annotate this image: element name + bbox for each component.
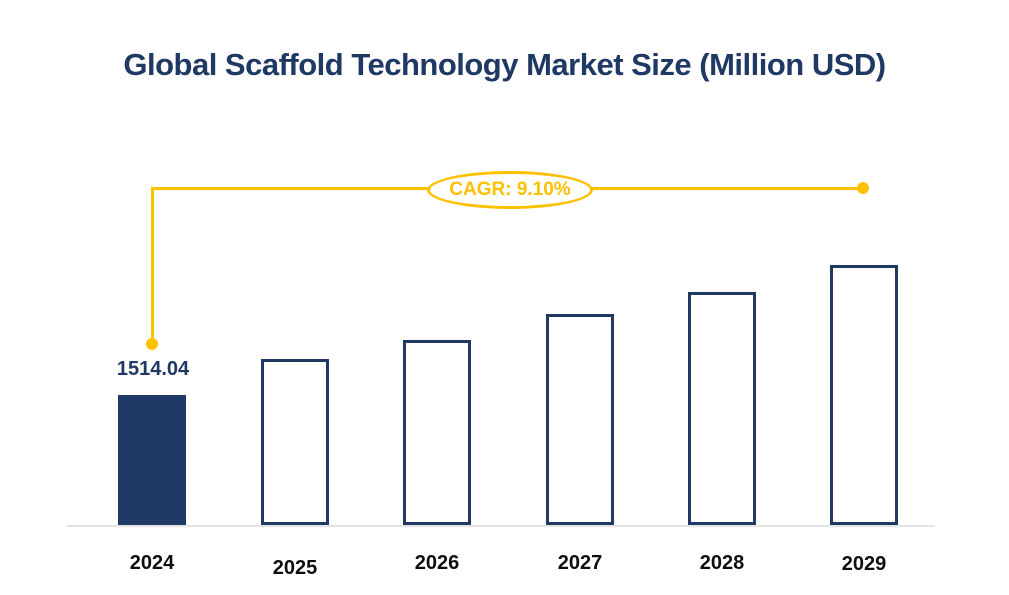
bar-2027 <box>546 314 614 525</box>
bar-2028 <box>688 292 756 525</box>
bar-2026 <box>403 340 471 525</box>
chart-title: Global Scaffold Technology Market Size (… <box>123 47 886 82</box>
x-axis-line <box>67 525 935 527</box>
x-tick-2028: 2028 <box>699 552 745 574</box>
connector-endpoint-dot-right <box>857 182 869 194</box>
cagr-connector-vertical-line <box>150 186 154 342</box>
bar-2025 <box>261 359 329 525</box>
bar-2024 <box>118 395 186 525</box>
connector-endpoint-dot-left <box>146 338 158 350</box>
value-label-2024: 1514.04 <box>116 358 190 380</box>
x-tick-2029: 2029 <box>841 553 887 575</box>
x-tick-2027: 2027 <box>557 552 603 574</box>
x-tick-2025: 2025 <box>272 557 318 579</box>
x-tick-2024: 2024 <box>129 552 175 574</box>
x-tick-2026: 2026 <box>414 552 460 574</box>
cagr-ellipse-badge: CAGR: 9.10% <box>427 171 593 209</box>
cagr-label: CAGR: 9.10% <box>449 179 571 200</box>
bar-2029 <box>830 265 898 525</box>
